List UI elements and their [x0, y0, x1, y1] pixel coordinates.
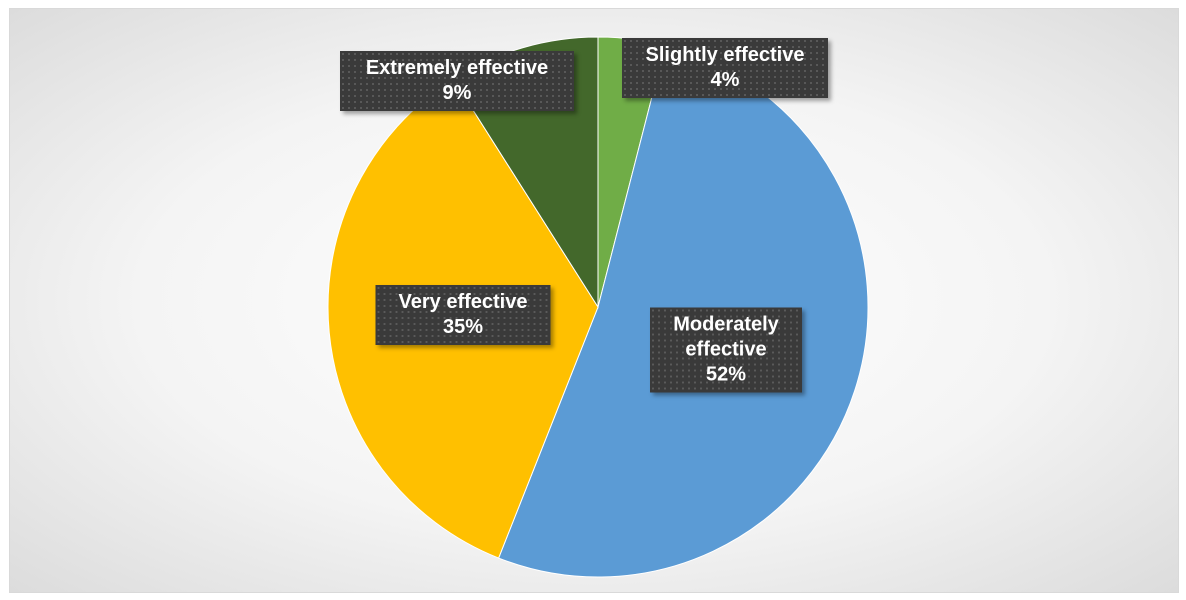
- data-label: Slightly effective 4%: [622, 38, 828, 98]
- label-category: Slightly effective: [645, 44, 805, 66]
- chart-area: Slightly effective 4% Moderately effective…: [9, 8, 1179, 593]
- data-label: Extremely effective 9%: [340, 51, 574, 111]
- label-category: Extremely effective: [365, 57, 549, 79]
- label-value: 4%: [710, 69, 740, 91]
- chart: [327, 36, 869, 578]
- label-value: 9%: [442, 82, 472, 104]
- data-label: Very effective 35%: [375, 285, 551, 345]
- label-category: Moderately effective: [673, 313, 779, 361]
- label-value: 35%: [442, 316, 484, 338]
- data-label: Moderately effective 52%: [650, 307, 802, 393]
- label-value: 52%: [705, 363, 747, 386]
- label-category: Very effective: [398, 291, 528, 313]
